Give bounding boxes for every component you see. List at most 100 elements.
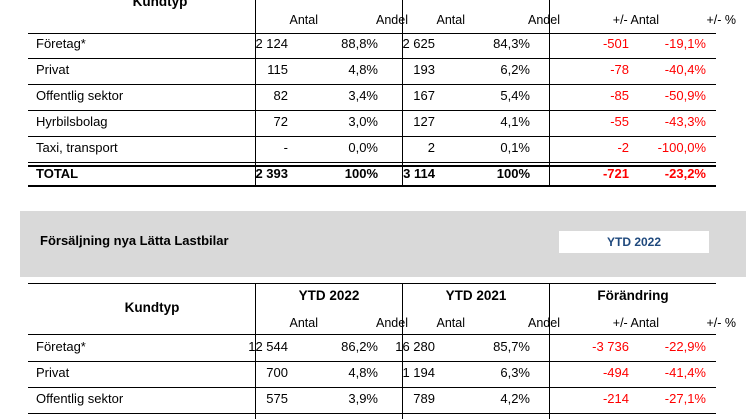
row-p2: 4,1%: [500, 114, 530, 129]
table2-vline-1: [255, 283, 256, 419]
table2-group-c: Förändring: [597, 288, 669, 303]
row-p2: 84,3%: [493, 36, 530, 51]
table2-sub-andel-a: Andel: [376, 316, 408, 330]
row-name: Offentlig sektor: [36, 88, 124, 103]
row-p1: 88,8%: [341, 36, 378, 51]
table-row: Offentlig sektor 575 3,9% 789 4,2% -214 -27,1%: [28, 388, 716, 410]
row-a2: 2 625: [402, 36, 435, 51]
row-rule: [28, 84, 716, 85]
row-name: Offentlig sektor: [36, 391, 124, 406]
row-p2: 0,1%: [500, 140, 530, 155]
row-rule: [28, 361, 716, 362]
table-row: Hyrbilsbolag 72 3,0% 127 4,1% -55 -43,3%: [28, 111, 716, 133]
table2-header-rule: [28, 334, 716, 335]
total-diff-antal: -721: [602, 166, 629, 181]
table2-group-b: YTD 2021: [445, 288, 507, 303]
row-a2: 167: [413, 88, 435, 103]
row-a2: 789: [413, 391, 435, 406]
row-p1: 4,8%: [348, 62, 378, 77]
row-p1: 3,0%: [348, 114, 378, 129]
table-row: Privat 115 4,8% 193 6,2% -78 -40,4%: [28, 59, 716, 81]
row-rule: [28, 110, 716, 111]
table2-sub-andel-b: Andel: [528, 316, 560, 330]
table1-vline-2: [402, 0, 403, 187]
table1-sub-diff-pct: +/- %: [706, 13, 736, 27]
row-diff-pct: -27,1%: [664, 391, 706, 406]
table-row: Företag* 12 544 86,2% 16 280 85,7% -3 736 -22,…: [28, 336, 716, 358]
row-name: Företag*: [36, 36, 86, 51]
row-diff-antal: -214: [602, 391, 629, 406]
table2-sub-diff-antal: +/- Antal: [612, 316, 659, 330]
table2-sub-antal-a: Antal: [289, 316, 319, 330]
table1-sub-diff-antal: +/- Antal: [612, 13, 659, 27]
section-title: Försäljning nya Lätta Lastbilar: [40, 233, 229, 248]
row-diff-pct: -100,0%: [657, 140, 706, 155]
row-diff-pct: -41,4%: [664, 365, 706, 380]
row-a1: 2 124: [255, 36, 288, 51]
row-rule: [28, 136, 716, 137]
table1-total-row: TOTAL 2 393 100% 3 114 100% -721 -23,2%: [28, 163, 716, 185]
table2-top-rule: [28, 283, 716, 284]
row-diff-pct: -19,1%: [664, 36, 706, 51]
total-label: TOTAL: [36, 166, 79, 181]
table1-total-rule-bottom: [28, 185, 716, 187]
row-a1: 82: [273, 88, 288, 103]
row-a1: 700: [266, 365, 288, 380]
row-name: Taxi, transport: [36, 140, 118, 155]
row-p2: 85,7%: [493, 339, 530, 354]
row-diff-antal: -501: [602, 36, 629, 51]
table2-sub-diff-pct: +/- %: [706, 316, 736, 330]
row-a2: 193: [413, 62, 435, 77]
row-p2: 6,3%: [500, 365, 530, 380]
table1-sub-antal-a: Antal: [289, 13, 319, 27]
row-diff-antal: -2: [617, 140, 629, 155]
row-p1: 4,8%: [348, 365, 378, 380]
row-rule: [28, 58, 716, 59]
table-row: Företag* 2 124 88,8% 2 625 84,3% -501 -19,1%: [28, 33, 716, 55]
row-a2: 16 280: [395, 339, 435, 354]
row-p1: 86,2%: [341, 339, 378, 354]
row-a2: 1 194: [402, 365, 435, 380]
row-a1: 72: [273, 114, 288, 129]
row-rule: [28, 413, 716, 414]
row-name: Företag*: [36, 339, 86, 354]
row-diff-pct: -40,4%: [664, 62, 706, 77]
row-name: Privat: [36, 62, 70, 77]
row-a2: 127: [413, 114, 435, 129]
row-diff-antal: -78: [610, 62, 629, 77]
row-p2: 4,2%: [500, 391, 530, 406]
total-a2: 3 114: [403, 166, 435, 181]
row-a1: -: [283, 140, 288, 155]
row-diff-antal: -3 736: [592, 339, 629, 354]
row-a2: 2: [427, 140, 435, 155]
table-row: Offentlig sektor 82 3,4% 167 5,4% -85 -50,9%: [28, 85, 716, 107]
row-a1: 115: [267, 62, 288, 77]
table2-sub-antal-b: Antal: [436, 316, 466, 330]
row-diff-antal: -55: [610, 114, 629, 129]
row-a1: 12 544: [248, 339, 288, 354]
row-diff-antal: -494: [602, 365, 629, 380]
row-diff-pct: -43,3%: [664, 114, 706, 129]
row-rule: [28, 162, 716, 163]
row-name: Hyrbilsbolag: [36, 114, 108, 129]
total-a1: 2 393: [255, 166, 288, 181]
section-header-band: Försäljning nya Lätta Lastbilar YTD 2022: [20, 211, 746, 277]
table1-vline-3: [549, 0, 550, 187]
row-a1: 575: [266, 391, 288, 406]
table1-sub-antal-b: Antal: [436, 13, 466, 27]
row-p1: 3,9%: [348, 391, 378, 406]
row-diff-pct: -22,9%: [664, 339, 706, 354]
table-row: Taxi, transport - 0,0% 2 0,1% -2 -100,0%: [28, 137, 716, 159]
table2-kundtyp-header: Kundtyp: [124, 300, 180, 315]
period-badge: YTD 2022: [559, 231, 709, 253]
table1-sub-andel-b: Andel: [528, 13, 560, 27]
table1-kundtyp-header: Kundtyp: [132, 0, 188, 9]
table2-vline-3: [549, 283, 550, 419]
row-p2: 5,4%: [500, 88, 530, 103]
row-rule: [28, 387, 716, 388]
total-diff-pct: -23,2%: [664, 166, 706, 181]
total-p2: 100%: [496, 166, 530, 181]
row-p1: 3,4%: [348, 88, 378, 103]
row-p1: 0,0%: [348, 140, 378, 155]
